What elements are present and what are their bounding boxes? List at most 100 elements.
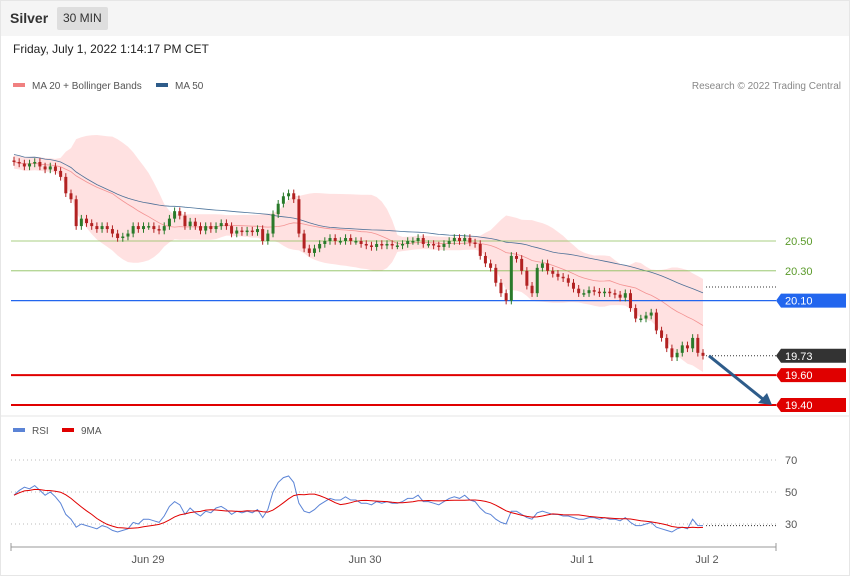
candle-body xyxy=(540,263,544,268)
candle-body xyxy=(535,267,539,294)
legend-ma9-label: 9MA xyxy=(81,426,102,437)
candle-body xyxy=(95,226,99,230)
candle-body xyxy=(618,294,622,298)
legend-rsi-label: RSI xyxy=(32,426,49,437)
ma9-swatch xyxy=(62,428,74,433)
candle-body xyxy=(582,293,586,295)
candle-body xyxy=(116,233,120,239)
candle-body xyxy=(105,226,109,230)
level-label-19.60: 19.60 xyxy=(785,370,813,382)
rsi-9ma-line xyxy=(13,488,704,529)
ma20-line xyxy=(13,161,704,326)
candle-body xyxy=(426,243,430,246)
credit: Research © 2022 Trading Central xyxy=(691,81,841,92)
candle-body xyxy=(338,241,342,243)
candle-body xyxy=(90,223,94,227)
level-tag-20.10 xyxy=(776,293,846,308)
candle-body xyxy=(328,238,332,241)
candle-body xyxy=(69,193,73,200)
candle-body xyxy=(255,229,259,233)
candle-body xyxy=(494,267,498,283)
x-tick-label: Jul 2 xyxy=(695,554,718,566)
candle-body xyxy=(577,288,581,294)
candle-body xyxy=(64,176,68,194)
timeframe-badge[interactable]: 30 MIN xyxy=(57,7,108,30)
candle-body xyxy=(302,233,306,249)
candle-body xyxy=(198,226,202,231)
candle-body xyxy=(266,233,270,241)
candle-body xyxy=(173,211,177,219)
timestamp: Friday, July 1, 2022 1:14:17 PM CET xyxy=(13,42,209,56)
candle-body xyxy=(628,293,632,309)
level-tag-19.73 xyxy=(776,348,846,363)
candle-body xyxy=(250,230,254,233)
candle-body xyxy=(416,238,420,241)
level-label-19.40: 19.40 xyxy=(785,400,813,412)
legend-rsi: RSI xyxy=(13,426,49,437)
candle-body xyxy=(147,226,151,228)
candle-body xyxy=(483,255,487,264)
candle-body xyxy=(219,223,223,227)
candle-body xyxy=(639,318,643,321)
candle-body xyxy=(499,282,503,294)
candle-body xyxy=(504,293,508,301)
rsi-tick-label: 30 xyxy=(785,519,797,531)
level-tag-19.60 xyxy=(776,368,846,383)
candle-body xyxy=(85,218,89,224)
candle-body xyxy=(675,352,679,358)
candle-body xyxy=(59,170,63,177)
candle-body xyxy=(131,226,135,234)
legend-ma9: 9MA xyxy=(62,426,102,437)
candle-body xyxy=(608,291,612,294)
candle-body xyxy=(411,241,415,243)
candle-body xyxy=(28,163,32,167)
candle-body xyxy=(349,238,353,241)
rsi-swatch xyxy=(13,428,25,433)
candle-body xyxy=(157,229,161,231)
candle-body xyxy=(142,226,146,230)
candle-body xyxy=(551,270,555,274)
x-tick-label: Jul 1 xyxy=(570,554,593,566)
candle-body xyxy=(12,160,16,162)
legend-ma50: MA 50 xyxy=(156,81,203,92)
candle-body xyxy=(38,161,42,167)
candle-body xyxy=(240,230,244,233)
candle-body xyxy=(354,241,358,243)
candle-body xyxy=(525,270,529,286)
candle-body xyxy=(670,348,674,358)
candle-body xyxy=(613,293,617,295)
candle-body xyxy=(696,337,700,353)
candle-body xyxy=(473,242,477,244)
candle-body xyxy=(452,238,456,241)
candle-body xyxy=(468,238,472,243)
candle-body xyxy=(188,221,192,227)
candle-body xyxy=(152,226,156,230)
candle-body xyxy=(463,238,467,241)
level-label-20.10: 20.10 xyxy=(785,296,813,308)
candle-body xyxy=(33,161,37,164)
forecast-arrow xyxy=(708,354,765,402)
rsi-tick-label: 70 xyxy=(785,455,797,467)
level-label-20.50: 20.50 xyxy=(785,236,813,248)
candle-body xyxy=(178,211,182,216)
candle-body xyxy=(680,345,684,353)
candle-body xyxy=(74,199,78,227)
candle-body xyxy=(79,218,83,227)
candle-body xyxy=(292,193,296,200)
candle-body xyxy=(297,199,301,234)
candle-body xyxy=(603,291,607,294)
candle-body xyxy=(48,166,52,170)
candle-body xyxy=(276,203,280,215)
candle-body xyxy=(214,226,218,230)
x-tick-label: Jun 29 xyxy=(131,554,164,566)
candle-body xyxy=(359,241,363,244)
instrument-title: Silver xyxy=(10,10,49,26)
candle-body xyxy=(509,255,513,301)
candle-body xyxy=(22,163,26,167)
candle-body xyxy=(395,245,399,247)
candle-body xyxy=(390,243,394,246)
candle-body xyxy=(369,245,373,247)
candle-body xyxy=(442,243,446,247)
candle-body xyxy=(183,215,187,227)
candle-body xyxy=(17,161,21,164)
